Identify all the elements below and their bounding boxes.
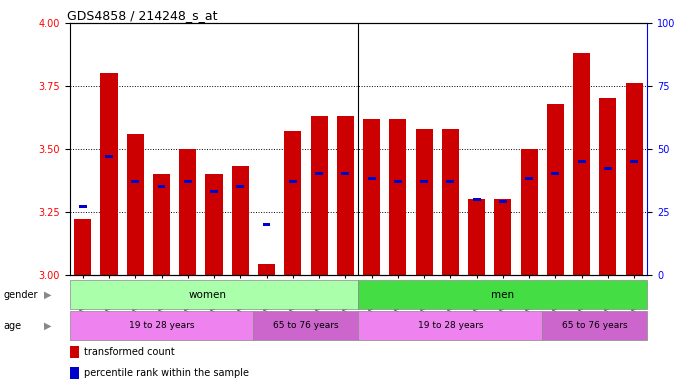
Bar [315,172,323,175]
Text: women: women [189,290,226,300]
Bar [337,116,354,275]
Bar [180,149,196,275]
Bar [442,129,459,275]
Bar [237,185,244,188]
Bar [626,83,642,275]
Bar [525,177,533,180]
Bar [341,172,349,175]
Bar [551,172,560,175]
Bar [232,166,248,275]
Text: ▶: ▶ [44,321,51,331]
Bar [153,174,170,275]
Bar [210,190,218,193]
Text: gender: gender [3,290,38,300]
Bar [70,346,79,358]
Bar [74,219,91,275]
Bar [604,167,612,170]
Bar [363,119,380,275]
Bar [70,280,358,309]
Text: GDS4858 / 214248_s_at: GDS4858 / 214248_s_at [67,9,217,22]
Bar [599,98,617,275]
Text: ▶: ▶ [44,290,51,300]
Text: 19 to 28 years: 19 to 28 years [418,321,483,330]
Bar [70,367,79,379]
Bar [358,280,647,309]
Bar [573,53,590,275]
Text: age: age [3,321,22,331]
Bar [468,199,485,275]
Bar [289,180,296,183]
Bar [79,205,87,208]
Bar [253,311,358,340]
Bar [499,200,507,203]
Bar [394,180,402,183]
Bar [446,180,454,183]
Bar [578,160,585,163]
Bar [473,198,480,200]
Bar [358,311,542,340]
Bar [132,180,139,183]
Bar [494,199,512,275]
Bar [258,265,275,275]
Text: 19 to 28 years: 19 to 28 years [129,321,194,330]
Bar [105,155,113,158]
Bar [100,73,118,275]
Bar [284,131,301,275]
Bar [262,223,271,226]
Bar [367,177,376,180]
Bar [157,185,166,188]
Bar [127,134,144,275]
Text: men: men [491,290,514,300]
Text: 65 to 76 years: 65 to 76 years [273,321,339,330]
Text: 65 to 76 years: 65 to 76 years [562,321,628,330]
Bar [184,180,191,183]
Bar [521,149,537,275]
Bar [205,174,223,275]
Bar [542,311,647,340]
Bar [310,116,328,275]
Bar [389,119,406,275]
Text: transformed count: transformed count [84,347,175,357]
Text: percentile rank within the sample: percentile rank within the sample [84,368,249,378]
Bar [70,311,253,340]
Bar [420,180,428,183]
Bar [416,129,433,275]
Bar [630,160,638,163]
Bar [547,104,564,275]
